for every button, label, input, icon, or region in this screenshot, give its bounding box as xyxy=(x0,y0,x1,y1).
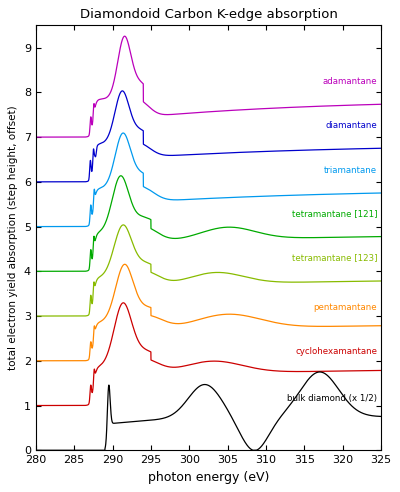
X-axis label: photon energy (eV): photon energy (eV) xyxy=(148,471,269,484)
Text: adamantane: adamantane xyxy=(323,77,377,86)
Text: pentamantane: pentamantane xyxy=(314,303,377,311)
Text: bulk diamond (x 1/2): bulk diamond (x 1/2) xyxy=(287,394,377,403)
Text: tetramantane [121]: tetramantane [121] xyxy=(292,209,377,217)
Title: Diamondoid Carbon K-edge absorption: Diamondoid Carbon K-edge absorption xyxy=(80,8,338,21)
Y-axis label: total electron yield absorption (step height, offset): total electron yield absorption (step he… xyxy=(8,105,18,370)
Text: diamantane: diamantane xyxy=(326,122,377,130)
Text: triamantane: triamantane xyxy=(324,166,377,175)
Text: tetramantane [123]: tetramantane [123] xyxy=(292,253,377,262)
Text: cyclohexamantane: cyclohexamantane xyxy=(295,347,377,356)
